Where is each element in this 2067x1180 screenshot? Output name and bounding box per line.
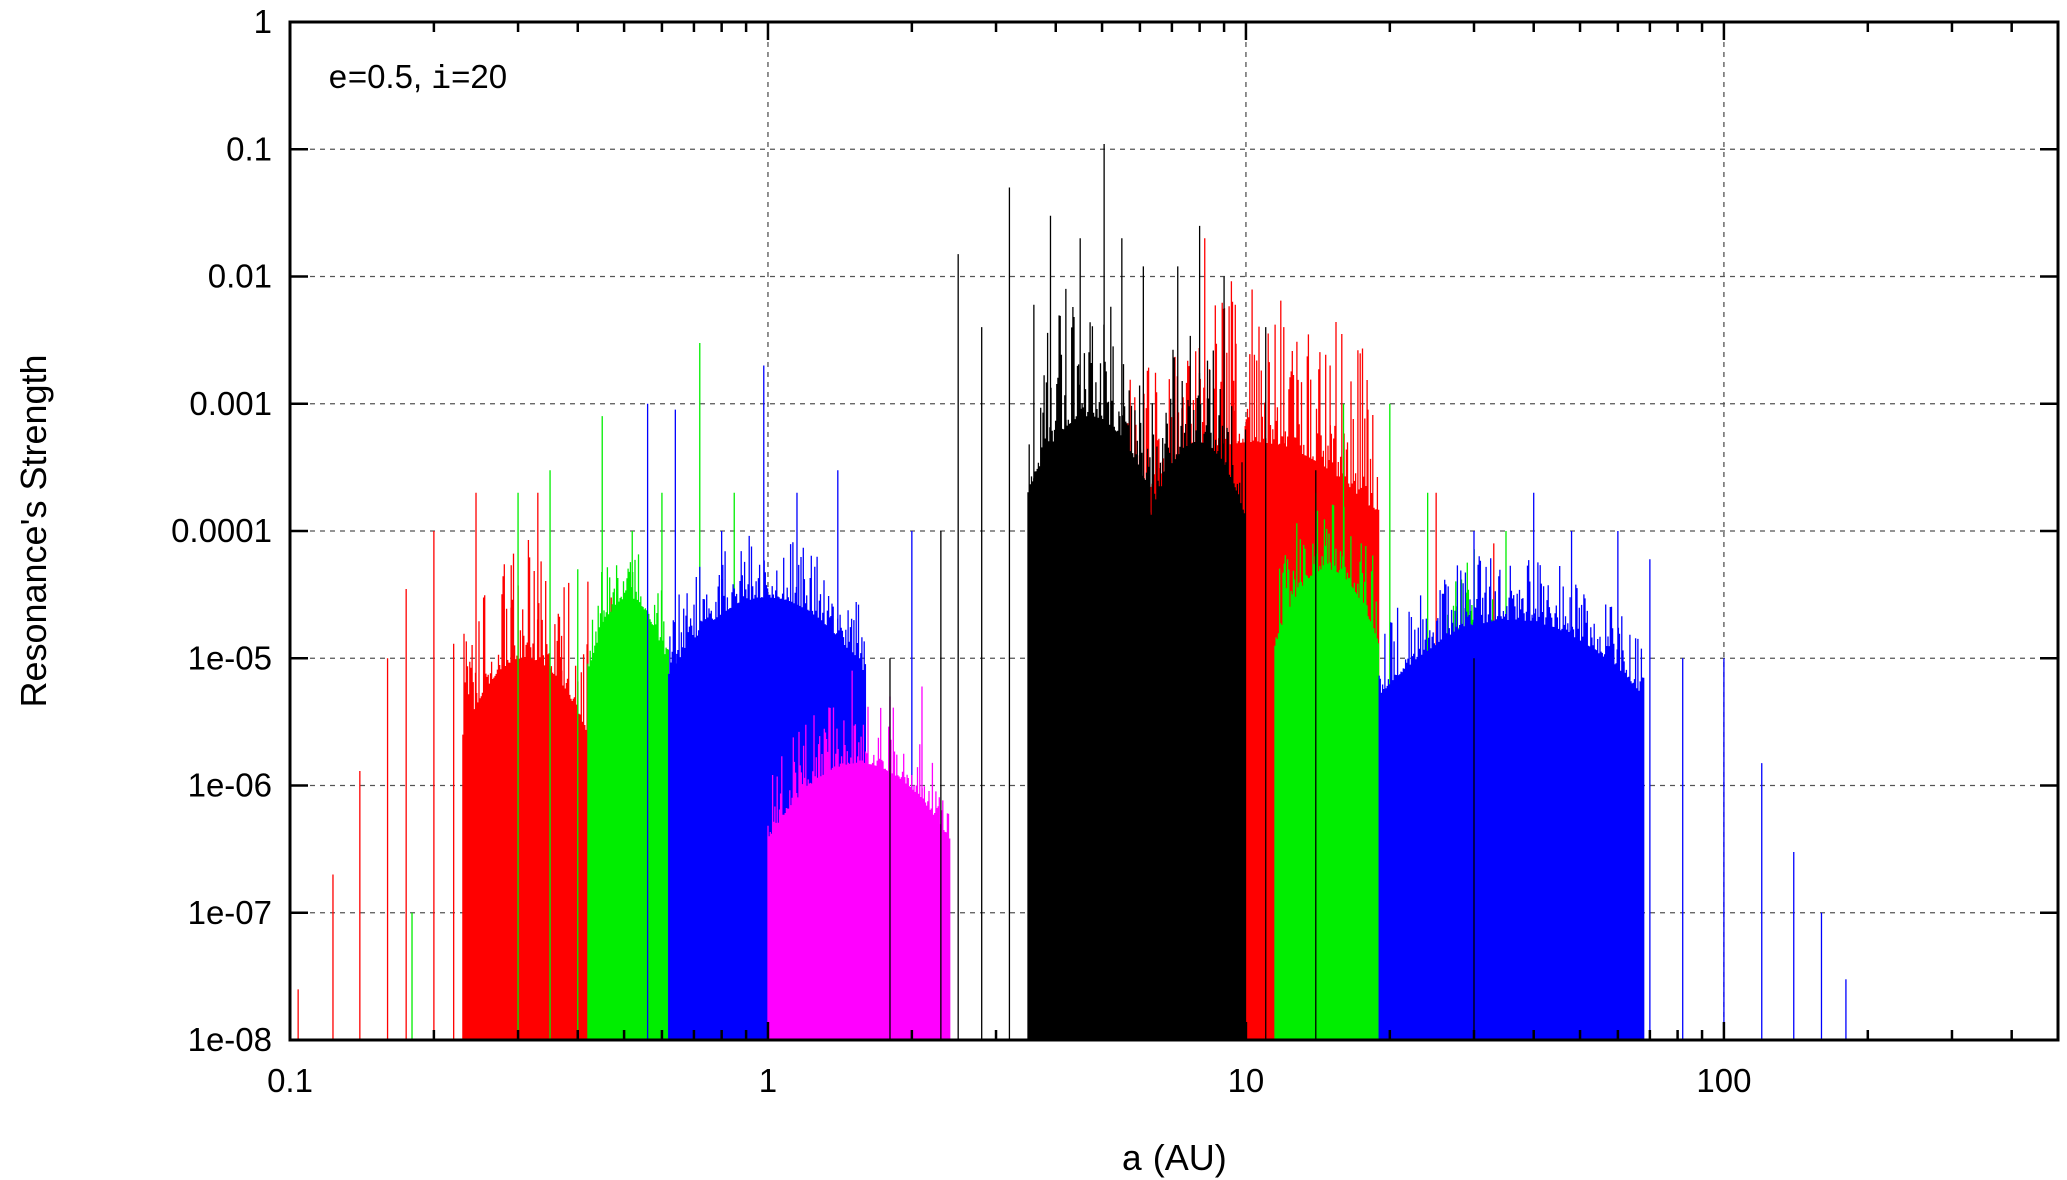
resonance-band xyxy=(587,554,670,1040)
x-tick-label: 1 xyxy=(759,1062,777,1099)
y-tick-label: 1e-05 xyxy=(188,639,272,676)
annotation-i-var: i xyxy=(431,61,451,98)
x-axis-title: a (AU) xyxy=(1121,1137,1227,1180)
y-tick-label: 0.01 xyxy=(208,258,272,295)
resonance-band xyxy=(1027,306,1151,1040)
x-tick-label: 10 xyxy=(1228,1062,1265,1099)
x-axis-variable: a xyxy=(1121,1140,1143,1180)
parameter-annotation: e=0.5, i=20 xyxy=(328,58,507,98)
resonance-band xyxy=(1378,556,1645,1040)
plot-area xyxy=(297,143,1847,1040)
y-tick-label: 1 xyxy=(254,3,272,40)
y-tick-label: 0.1 xyxy=(226,130,272,167)
series-4 xyxy=(889,143,1475,1040)
x-tick-label: 0.1 xyxy=(267,1062,313,1099)
x-axis-unit: (AU) xyxy=(1143,1137,1227,1178)
annotation-e-value: =0.5, xyxy=(348,58,431,95)
y-tick-label: 1e-06 xyxy=(188,767,272,804)
y-tick-label: 0.001 xyxy=(189,385,272,422)
axis-ticks xyxy=(288,20,2060,1042)
annotation-i-value: =20 xyxy=(451,58,507,95)
y-tick-label: 0.0001 xyxy=(171,512,272,549)
resonance-band xyxy=(462,540,588,1040)
y-tick-labels: 1 0.1 0.01 0.001 0.0001 1e-05 1e-06 1e-07 1e-08 xyxy=(171,3,272,1058)
y-tick-label: 1e-08 xyxy=(188,1021,272,1058)
y-axis-title: Resonance's Strength xyxy=(13,354,54,707)
y-tick-label: 1e-07 xyxy=(188,894,272,931)
x-tick-labels: 0.1 1 10 100 xyxy=(267,1062,1751,1099)
annotation-e-var: e xyxy=(328,61,348,98)
resonance-band xyxy=(1149,335,1247,1040)
x-tick-label: 100 xyxy=(1696,1062,1751,1099)
